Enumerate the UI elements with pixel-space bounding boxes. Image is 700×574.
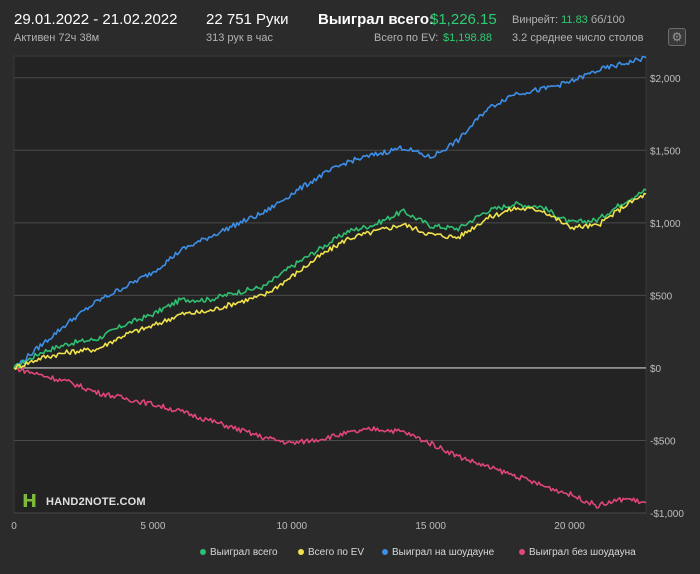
- legend-label-ev: Всего по EV: [308, 547, 365, 558]
- logo-text: HAND2NOTE.COM: [46, 496, 146, 508]
- y-tick-label: -$1,000: [650, 509, 684, 520]
- x-tick-label: 5 000: [140, 521, 165, 532]
- x-tick-label: 10 000: [276, 521, 307, 532]
- chart-legend: Выиграл всего Всего по EV Выиграл на шоу…: [0, 545, 700, 565]
- active-time: Активен 72ч 38м: [14, 32, 100, 44]
- x-tick-label: 20 000: [554, 521, 585, 532]
- legend-item-showdown[interactable]: Выиграл на шоудауне: [382, 547, 494, 558]
- series-line-nonshowdown: [14, 367, 647, 509]
- legend-label-showdown: Выиграл на шоудауне: [392, 547, 495, 558]
- ev-total-value: $1,198.88: [443, 32, 492, 44]
- hands-per-hour: 313 рук в час: [206, 32, 274, 44]
- avg-tables: 3.2 среднее число столов: [512, 32, 644, 44]
- logo: H HAND2NOTE.COM: [22, 490, 152, 512]
- winrate-value: 11.83: [561, 14, 588, 26]
- legend-item-nonshowdown[interactable]: Выиграл без шоудауна: [519, 547, 636, 558]
- y-tick-label: $2,000: [650, 74, 681, 85]
- legend-item-won[interactable]: Выиграл всего: [200, 547, 278, 558]
- legend-label-nonshowdown: Выиграл без шоудауна: [529, 547, 636, 558]
- series-line-showdown: [13, 55, 647, 369]
- hands-count: 22 751 Руки: [206, 11, 289, 28]
- series-line-won: [13, 188, 647, 369]
- x-tick-label: 15 000: [415, 521, 446, 532]
- x-tick-label: 0: [11, 521, 17, 532]
- plot-area: [13, 55, 647, 514]
- legend-item-ev[interactable]: Всего по EV: [298, 547, 364, 558]
- y-tick-label: $0: [650, 364, 662, 375]
- legend-dot-ev: [298, 549, 304, 556]
- series-line-ev: [13, 192, 647, 371]
- legend-label-won: Выиграл всего: [210, 547, 278, 558]
- header: 29.01.2022 - 21.02.2022 Активен 72ч 38м …: [0, 0, 700, 50]
- y-tick-label: $1,000: [650, 219, 681, 230]
- ev-total-label: Всего по EV:: [374, 32, 439, 44]
- chart-area: -$1,000 -$500 $0 $500 $1,000 $1,500 $2,000 0 5 0…: [11, 55, 684, 532]
- won-total-label: Выиграл всего:: [318, 11, 435, 28]
- winrate-label: Винрейт:: [512, 14, 559, 26]
- y-tick-label: $1,500: [650, 146, 681, 157]
- legend-dot-won: [200, 549, 206, 556]
- winrate-unit: бб/100: [590, 14, 625, 26]
- won-total-value: $1,226.15: [430, 11, 497, 28]
- y-tick-label: $500: [650, 291, 673, 302]
- hand2note-logo-icon: H: [22, 491, 38, 512]
- legend-dot-showdown: [382, 549, 388, 556]
- y-tick-label: -$500: [650, 436, 676, 447]
- date-range[interactable]: 29.01.2022 - 21.02.2022: [14, 11, 178, 28]
- legend-dot-nonshowdown: [519, 549, 525, 556]
- gear-icon[interactable]: ⚙: [668, 28, 686, 46]
